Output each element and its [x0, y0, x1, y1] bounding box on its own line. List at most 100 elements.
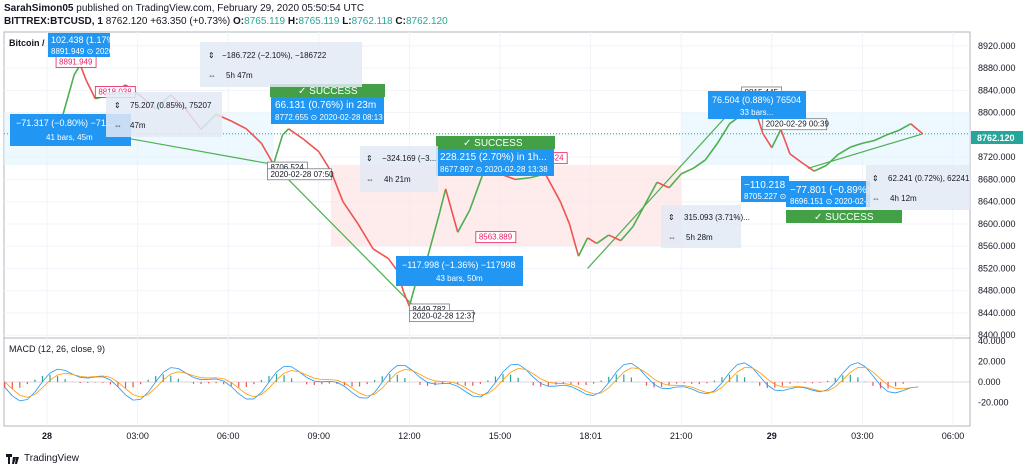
signal-line-seg	[714, 387, 723, 393]
macd-line-seg	[782, 388, 791, 392]
macd-line-seg	[19, 399, 28, 402]
measure-m5[interactable]: ⇕ 62.241 (0.72%), 62241 ⇔ 4h 12m	[866, 165, 970, 210]
macd-hist-bar	[683, 382, 685, 384]
macd-line-seg	[268, 371, 277, 383]
signal-line-seg	[570, 384, 579, 388]
publisher-name[interactable]: SarahSimon05	[4, 3, 74, 14]
measure-m3[interactable]: ⇕ −324.169 (−3... ⇔ 4h 21m	[360, 146, 438, 192]
signal-line-seg	[49, 374, 58, 381]
macd-line-seg	[261, 381, 270, 393]
chart-canvas[interactable]: 8920.0008880.0008840.0008800.0008760.000…	[0, 0, 1023, 452]
macd-axis[interactable]: 40.000 20.000 0.000 -20.000	[978, 336, 1009, 407]
tradingview-logo-icon[interactable]	[6, 453, 20, 464]
macd-hist-bar	[291, 378, 293, 382]
macd-line-seg	[110, 379, 119, 388]
y-tick-label: 8680.000	[978, 174, 1016, 184]
macd-hist-bar	[562, 382, 565, 384]
macd-hist-bar	[117, 382, 119, 387]
svg-text:4h 21m: 4h 21m	[384, 175, 411, 184]
macd-hist-bar	[34, 379, 36, 382]
macd-series	[4, 362, 970, 402]
signal-line-seg	[789, 386, 798, 388]
signal-line-seg	[502, 371, 511, 381]
trend-2	[273, 163, 416, 309]
trend-4	[807, 133, 923, 169]
macd-hist-bar	[207, 382, 210, 384]
box-b8[interactable]: −77.801 (−0.89%)... 8696.151 ⊙ 2020-02-.…	[786, 181, 878, 207]
price-segment	[596, 234, 610, 245]
macd-hist-bar	[4, 382, 6, 388]
box-b5[interactable]: −117.998 (−1.36%) −117998 43 bars, 50m	[396, 256, 523, 286]
signal-line-seg	[261, 387, 270, 395]
svg-text:✓ SUCCESS: ✓ SUCCESS	[463, 138, 523, 149]
signal-line-seg	[12, 388, 21, 396]
signal-line-seg	[381, 379, 391, 389]
footer-brand[interactable]: TradingView	[24, 453, 80, 464]
macd-hist-bar	[313, 382, 315, 385]
signal-line-seg	[518, 368, 526, 370]
macd-hist-bar	[811, 382, 814, 384]
annotation-pill	[267, 168, 332, 181]
macd-line-seg	[306, 377, 315, 382]
macd-hist-bar	[434, 382, 436, 386]
price-segment	[281, 128, 290, 136]
macd-hist-bar	[789, 382, 791, 384]
macd-hist-bar	[283, 375, 285, 382]
x-tick-label: 18:01	[579, 431, 602, 441]
header-line-1: SarahSimon05 published on TradingView.co…	[4, 3, 364, 14]
macd-line-seg	[42, 372, 51, 382]
macd-hist-bar	[366, 382, 368, 385]
svg-text:8772.655 ⊙ 2020-02-28 08:13: 8772.655 ⊙ 2020-02-28 08:13	[275, 113, 383, 122]
macd-title: MACD (12, 26, close, 9)	[9, 344, 105, 354]
y-tick-label: 8880.000	[978, 63, 1016, 73]
time-axis[interactable]: 28 03:00 06:00 09:00 12:00 15:00 18:01 21:00 29 0…	[42, 431, 964, 441]
m3-icon: ⇕	[366, 154, 373, 163]
signal-line-seg	[751, 367, 760, 373]
macd-line-seg	[714, 382, 723, 391]
macd-line-seg	[238, 393, 247, 400]
macd-hist-bar	[736, 374, 738, 382]
signal-line-seg	[472, 391, 481, 396]
y-tick-label: 8840.000	[978, 85, 1016, 95]
macd-hist-bar	[238, 382, 240, 388]
price-segment	[342, 201, 359, 225]
signal-line-seg	[34, 387, 43, 395]
macd-line-seg	[178, 368, 187, 374]
price-segment	[898, 123, 912, 132]
macd-hist-bar	[827, 380, 829, 382]
macd-line-seg	[450, 383, 458, 387]
signal-line-seg	[510, 368, 519, 373]
box-b3[interactable]: 66.131 (0.76%) in 23m 8772.655 ⊙ 2020-02…	[271, 96, 384, 124]
box-b1[interactable]: 102.438 (1.17%) in 28... 8891.949 ⊙ 2020…	[48, 33, 147, 57]
macd-line-seg	[812, 389, 821, 393]
m2-icon: ⇕	[114, 101, 121, 110]
box-b7[interactable]: −110.218... 8705.227 ⊙ ...	[741, 176, 795, 202]
measure-m1[interactable]: ⇕ −186.722 (−2.10%), −186722 ⇔ 5h 47m	[200, 42, 362, 87]
symbol-label: BITTREX:BTCUSD, 1	[4, 16, 103, 27]
box-b4[interactable]: 228.215 (2.70%) in 1h... 8677.997 ⊙ 2020…	[436, 148, 554, 176]
macd-line-seg	[532, 376, 542, 384]
measure-m4[interactable]: ⇕ 315.093 (3.71%)... ⇔ 5h 28m	[661, 205, 750, 248]
box-b6[interactable]: 76.504 (0.88%) 76504 33 bars...	[708, 91, 806, 119]
macd-line-seg	[170, 367, 179, 369]
macd-line-seg	[880, 385, 889, 392]
macd-hist-bar	[11, 382, 13, 389]
macd-line-seg	[789, 386, 798, 390]
y-tick-label: 8720.000	[978, 152, 1016, 162]
signal-line-seg	[102, 375, 111, 378]
macd-line-seg	[510, 363, 519, 366]
signal-line-seg	[850, 367, 859, 373]
x-tick-label: 21:00	[670, 431, 693, 441]
macd-line-seg	[797, 386, 806, 389]
m5-icon-2: ⇔	[872, 194, 880, 203]
measure-m2[interactable]: ⇕ 75.207 (0.85%), 75207 ⇔ 47m	[106, 92, 222, 137]
signal-line-seg	[563, 383, 572, 385]
macd-line-seg	[669, 386, 677, 389]
macd-hist-bar	[630, 377, 632, 382]
low-value: 8762.118	[351, 16, 393, 27]
last-price-tag	[971, 131, 1023, 144]
macd-line-seg	[842, 364, 851, 374]
price-axis[interactable]: 8920.0008880.0008840.0008800.0008760.000…	[978, 41, 1016, 340]
signal-line-seg	[623, 367, 632, 373]
macd-hist-bar	[834, 377, 836, 382]
